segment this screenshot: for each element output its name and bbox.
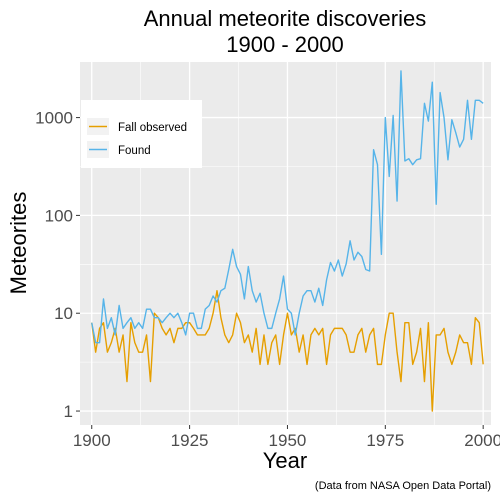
y-axis-title: Meteorites [6, 192, 31, 295]
series-lines [91, 70, 484, 412]
series-line-found [91, 70, 484, 344]
chart-title-line2: 1900 - 2000 [226, 32, 343, 57]
legend: Fall observed Found [81, 100, 202, 168]
x-tick-label: 1925 [171, 431, 209, 450]
legend-label-found: Found [118, 145, 151, 157]
data-source-caption: (Data from NASA Open Data Portal) [315, 480, 491, 492]
x-tick-label: 1975 [366, 431, 404, 450]
series-line-fall-observed [91, 289, 484, 412]
y-tick-label: 10 [54, 304, 73, 323]
y-tick-label: 1 [64, 402, 73, 421]
y-tick-label: 100 [45, 206, 73, 225]
chart-title-line1: Annual meteorite discoveries [144, 6, 426, 31]
legend-label-fall: Fall observed [118, 122, 187, 134]
x-tick-label: 2000 [464, 431, 500, 450]
axis-ticks: 1900 1925 1950 1975 2000 1 10 100 1000 [35, 109, 500, 450]
x-tick-label: 1900 [73, 431, 111, 450]
x-axis-title: Year [263, 448, 307, 473]
x-tick-label: 1950 [269, 431, 307, 450]
y-tick-label: 1000 [35, 109, 73, 128]
